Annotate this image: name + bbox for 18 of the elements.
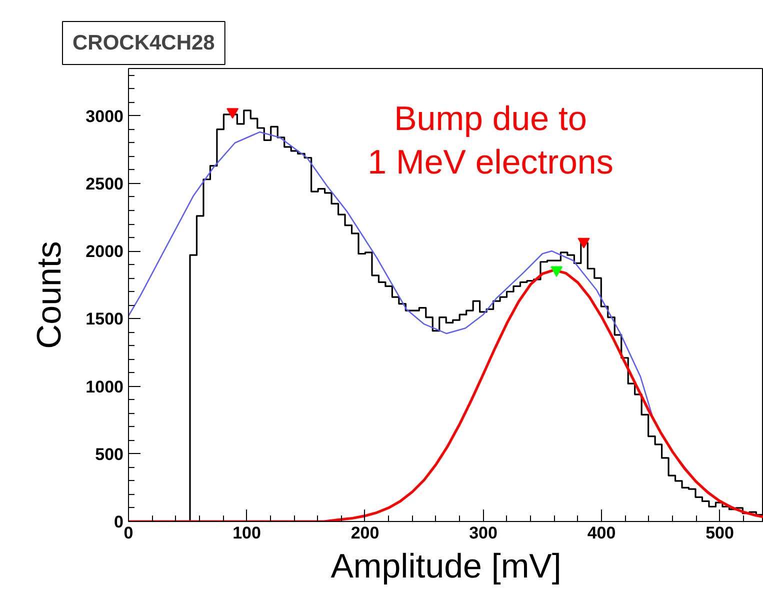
x-tick-label: 400 — [587, 524, 616, 542]
point — [226, 108, 239, 119]
y-tick-label: 2500 — [86, 174, 124, 194]
y-axis-title: Counts — [30, 241, 69, 349]
y-tick-label: 2000 — [86, 242, 124, 262]
point — [578, 238, 590, 248]
y-tick-label: 1000 — [86, 377, 124, 396]
x-axis-title: Amplitude [mV] — [330, 548, 562, 586]
point — [550, 266, 563, 277]
x-tick-label: 200 — [350, 524, 380, 542]
y-tick-label: 1500 — [86, 310, 124, 329]
annotation: Bump due to 1 MeV electrons — [368, 100, 614, 182]
x-tick-label: 500 — [706, 524, 734, 542]
chart-title: CROCK4CH28 — [72, 32, 216, 54]
x-tick-label: 300 — [469, 524, 498, 542]
y-tick-label: 500 — [95, 444, 124, 464]
x-tick-label: 100 — [232, 524, 261, 542]
y-tick-label: 3000 — [86, 106, 124, 126]
